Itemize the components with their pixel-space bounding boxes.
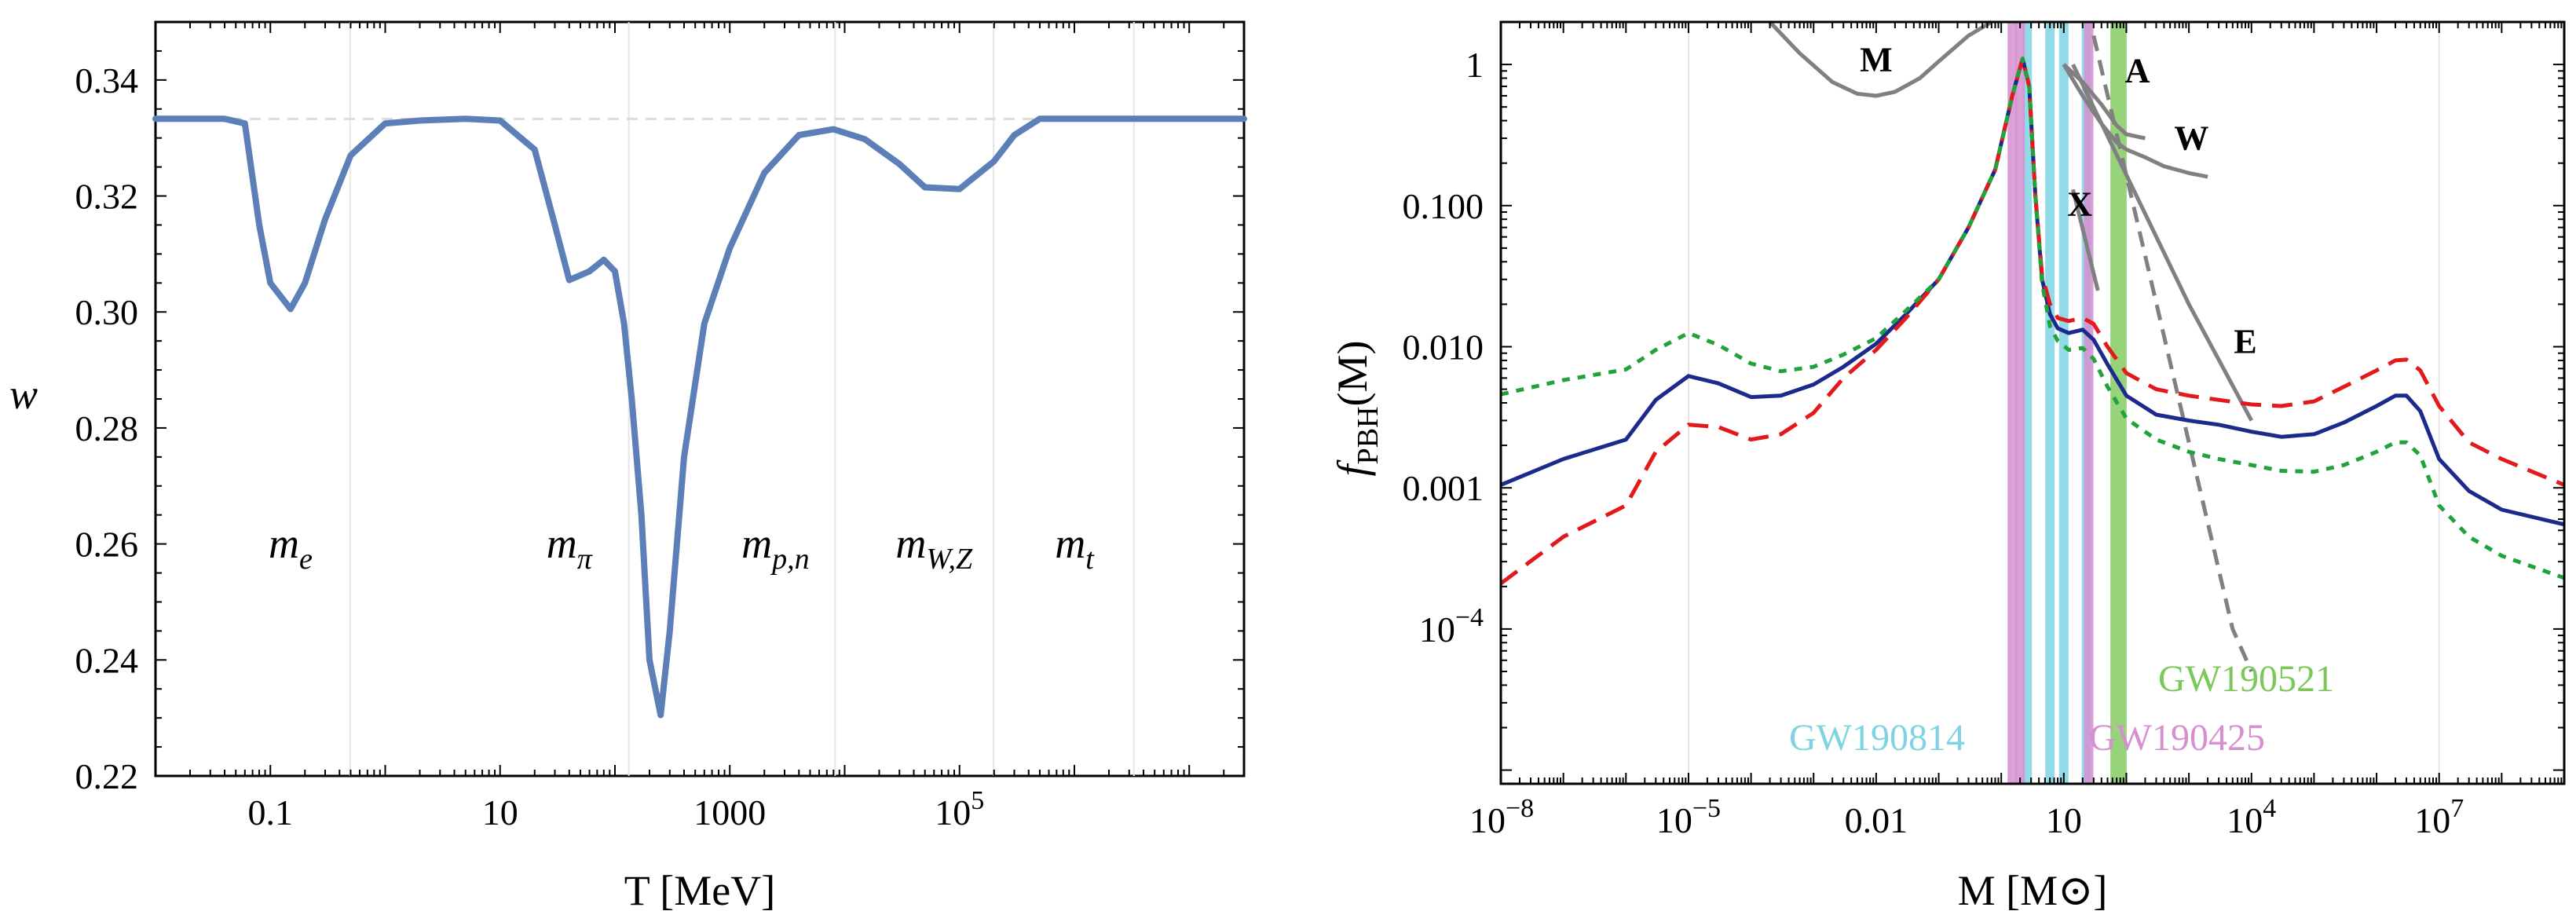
left-x-tick-label: 10 [482,792,518,832]
right-panel: 10−8 10−5 0.01 10 104 107 10−4 0.001 0.010 0.100… [1329,20,2566,914]
right-y-tick-label: 0.001 [1403,468,1484,508]
particle-mass-label: me [269,520,313,576]
constraint-curve [2071,188,2100,291]
gw-event-label: GW190814 [1789,717,1965,759]
right-y-axis-label: fPBH(M) [1329,341,1385,477]
right-y-tick-label: 1 [1465,45,1484,85]
gw-mass-band [2084,22,2094,784]
right-y-tick-label: 0.010 [1403,327,1484,367]
gw-event-label: GW190425 [2089,717,2265,759]
gw-mass-band [2058,22,2069,784]
constraint-label: A [2125,52,2150,90]
right-constraint-lines [1768,20,2254,673]
left-x-tick-label: 105 [935,786,984,832]
right-gw-labels: GW190814 GW190425 GW190521 [1789,658,2334,759]
constraint-curve [1768,20,1993,98]
right-x-tick-label: 107 [2414,794,2464,840]
right-series-group [1499,57,2565,586]
fpbh-series-dotted [1500,57,2565,580]
left-gridlines [349,22,1135,776]
left-y-tick-label: 0.22 [75,756,139,796]
left-y-axis-label: w [9,371,38,418]
fpbh-series-solid [1500,57,2565,527]
constraint-label: W [2174,119,2208,157]
left-x-tick-label: 1000 [693,792,766,832]
constraint-curve [2062,63,2208,179]
left-x-tick-label: 0.1 [247,792,293,832]
left-panel: 0.1 10 1000 105 0.22 0.24 0.26 0.28 0.30 0.32 0.3… [9,20,1247,914]
constraint-label: M [1860,40,1893,79]
constraint-label: X [2067,185,2092,223]
gw-event-label: GW190521 [2158,658,2334,700]
constraint-label: E [2234,323,2256,361]
right-x-ticks: 10−8 10−5 0.01 10 104 107 [1469,22,2565,840]
constraint-curve [2091,35,2254,673]
left-y-tick-label: 0.24 [75,640,139,680]
left-y-tick-label: 0.28 [75,408,139,448]
left-particle-labels: me mπ mp,n mW,Z mt [269,520,1095,576]
gw-mass-band [2007,22,2018,784]
left-series-group [152,115,1247,719]
left-y-tick-label: 0.26 [75,525,139,565]
left-y-tick-label: 0.34 [75,60,139,101]
left-y-tick-label: 0.32 [75,177,139,217]
particle-mass-label: mπ [547,520,593,576]
w-curve-series [152,115,1247,719]
right-y-tick-label: 10−4 [1419,603,1484,649]
left-x-axis-label: T [MeV] [624,867,775,914]
gw-mass-band [2045,22,2055,784]
right-constraint-labels: M AW X E [1860,40,2257,360]
right-x-axis-label: M [M⊙] [1958,867,2108,914]
left-x-ticks: 0.1 10 1000 105 [155,22,1245,832]
left-y-ticks: 0.22 0.24 0.26 0.28 0.30 0.32 0.34 [75,21,1244,796]
right-x-tick-label: 10−5 [1656,794,1721,840]
particle-mass-label: mW,Z [895,520,973,576]
right-y-tick-label: 0.100 [1403,186,1484,226]
right-x-tick-label: 10 [2046,800,2082,840]
particle-mass-label: mp,n [741,520,809,576]
gw-mass-band [2022,22,2033,784]
left-plot-frame [154,20,1246,777]
right-x-tick-label: 10−8 [1469,794,1534,840]
right-x-tick-label: 104 [2227,794,2276,840]
right-x-tick-label: 0.01 [1845,800,1908,840]
right-y-axis-label-text: fPBH(M) [1329,341,1385,477]
constraint-curve [2071,64,2254,422]
particle-mass-label: mt [1055,520,1095,576]
gw-mass-band [2015,22,2025,784]
left-y-tick-label: 0.30 [75,292,139,332]
right-y-ticks: 10−4 0.001 0.010 0.100 1 [1403,21,2564,771]
